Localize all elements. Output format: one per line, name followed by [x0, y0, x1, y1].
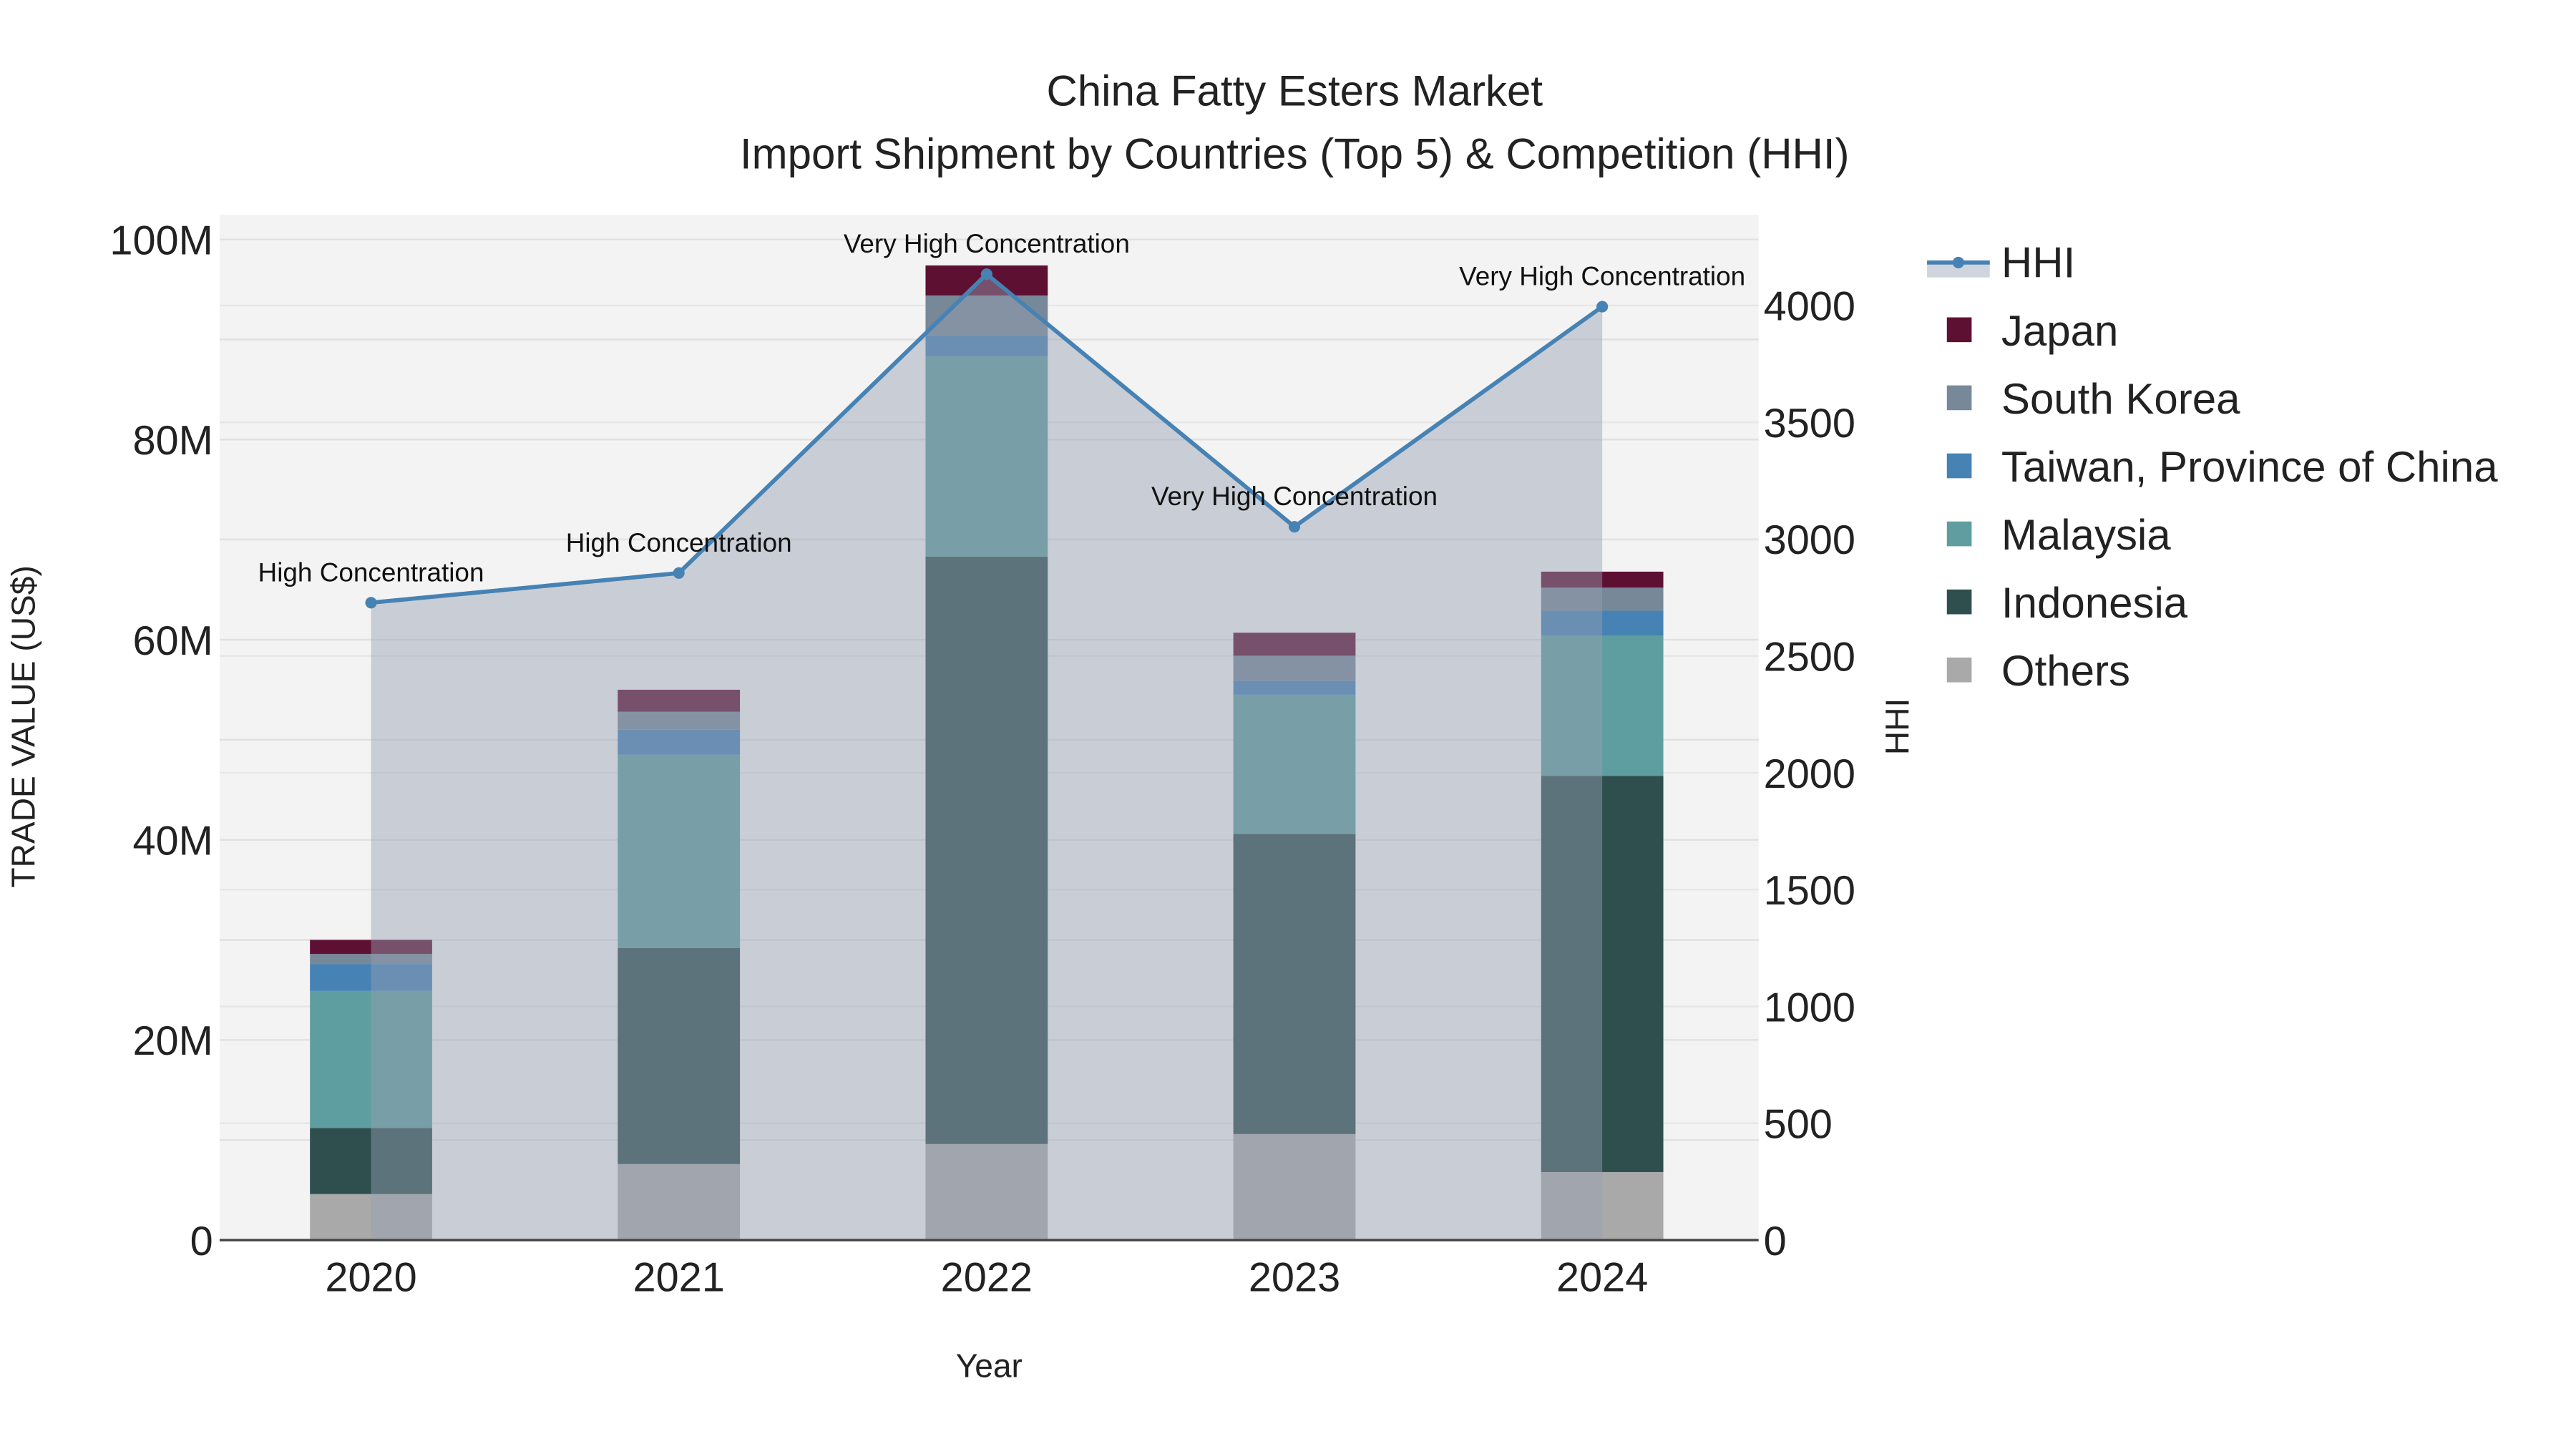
bar-indonesia-2020 — [310, 1128, 432, 1194]
legend-hhi-marker — [1952, 256, 1964, 268]
legend-hhi-area-swatch — [1927, 262, 1990, 278]
bar-others-2020 — [310, 1194, 432, 1241]
y-tick-label: 60M — [132, 618, 213, 664]
legend-label: Japan — [2001, 307, 2118, 355]
bar-taiwan-province-of-china-2020 — [310, 964, 432, 991]
bar-japan-2023 — [1233, 633, 1356, 656]
y-tick-label: 40M — [132, 818, 213, 864]
y2-tick-label: 0 — [1764, 1219, 1787, 1264]
legend: HHI Japan South Korea Taiwan, Province of C… — [1927, 239, 2498, 695]
y2-tick-label: 4000 — [1764, 284, 1855, 330]
bar-taiwan-province-of-china-2022 — [925, 335, 1048, 357]
bar-japan-2021 — [618, 689, 741, 712]
legend-swatch-malaysia — [1946, 521, 1972, 547]
bar-japan-2024 — [1541, 571, 1664, 588]
y-tick-label: 20M — [132, 1018, 213, 1064]
hhi-annotation-2022: Very High Concentration — [844, 229, 1130, 258]
legend-label: Others — [2001, 647, 2130, 695]
hhi-area — [371, 274, 1603, 1241]
chart-title: China Fatty Esters Market — [1046, 67, 1543, 115]
hhi-annotation-2024: Very High Concentration — [1459, 262, 1745, 291]
bar-indonesia-2021 — [618, 947, 741, 1164]
bar-others-2023 — [1233, 1133, 1356, 1241]
bar-malaysia-2024 — [1541, 635, 1664, 776]
legend-swatch-others — [1946, 657, 1972, 683]
legend-swatch-south-korea — [1946, 385, 1972, 411]
legend-label: Malaysia — [2001, 511, 2171, 559]
x-tick-label: 2021 — [633, 1255, 725, 1301]
bar-malaysia-2023 — [1233, 694, 1356, 834]
x-tick-label: 2022 — [941, 1255, 1033, 1301]
y2-tick-label: 500 — [1764, 1102, 1833, 1148]
hhi-annotation-2023: Very High Concentration — [1151, 482, 1438, 511]
bar-japan-2020 — [310, 940, 432, 955]
x-tick-label: 2020 — [325, 1255, 416, 1301]
bar-malaysia-2020 — [310, 990, 432, 1128]
hhi-annotation-2021: High Concentration — [566, 528, 792, 557]
bar-south-korea-2023 — [1233, 655, 1356, 681]
x-axis-label: Year — [956, 1347, 1023, 1385]
bar-indonesia-2022 — [925, 556, 1048, 1144]
hhi-area-fill — [371, 274, 1603, 1241]
legend-swatch-indonesia — [1946, 589, 1972, 615]
y-tick-label: 0 — [190, 1219, 213, 1264]
bar-others-2022 — [925, 1143, 1048, 1241]
y-axis-label: TRADE VALUE (US$) — [4, 565, 42, 887]
y2-tick-label: 1500 — [1764, 868, 1855, 914]
y-tick-label: 100M — [109, 218, 213, 263]
hhi-point-2022 — [980, 268, 992, 280]
hhi-point-2024 — [1596, 301, 1609, 313]
bar-others-2021 — [618, 1163, 741, 1241]
x-tick-label: 2023 — [1249, 1255, 1340, 1301]
legend-label: HHI — [2001, 239, 2075, 287]
legend-swatch-japan — [1946, 317, 1972, 343]
bar-taiwan-province-of-china-2021 — [618, 729, 741, 755]
y2-tick-label: 2000 — [1764, 751, 1855, 797]
bar-south-korea-2024 — [1541, 587, 1664, 611]
bar-others-2024 — [1541, 1171, 1664, 1241]
y2-tick-label: 1000 — [1764, 985, 1855, 1030]
hhi-point-2023 — [1288, 521, 1301, 533]
y2-axis-label: HHI — [1879, 698, 1916, 755]
bar-taiwan-province-of-china-2024 — [1541, 610, 1664, 636]
y2-axis-ticks: 0 500 1000 1500 2000 2500 3000 3500 4000 — [1764, 284, 1855, 1264]
hhi-point-2020 — [365, 597, 377, 609]
y2-tick-label: 3500 — [1764, 401, 1855, 447]
bar-malaysia-2022 — [925, 356, 1048, 557]
bar-malaysia-2021 — [618, 754, 741, 948]
y2-tick-label: 3000 — [1764, 517, 1855, 563]
bar-south-korea-2021 — [618, 711, 741, 730]
bar-indonesia-2024 — [1541, 776, 1664, 1172]
chart-subtitle: Import Shipment by Countries (Top 5) & C… — [740, 130, 1850, 177]
y-axis-ticks: 0 20M 40M 60M 80M 100M — [109, 218, 213, 1264]
y-tick-label: 80M — [132, 418, 213, 464]
hhi-annotation-2020: High Concentration — [258, 557, 484, 587]
y2-tick-label: 2500 — [1764, 635, 1855, 680]
legend-label: Taiwan, Province of China — [2001, 443, 2498, 491]
bar-south-korea-2020 — [310, 954, 432, 965]
hhi-line: High Concentration High Concentration Very… — [258, 229, 1745, 609]
bar-taiwan-province-of-china-2023 — [1233, 680, 1356, 695]
x-axis-ticks: 2020 2021 2022 2023 2024 — [325, 1255, 1648, 1301]
bars — [310, 265, 1664, 1241]
legend-label: South Korea — [2001, 375, 2240, 423]
hhi-point-2021 — [673, 567, 685, 579]
legend-swatch-taiwan-province-of-china — [1946, 453, 1972, 479]
x-tick-label: 2024 — [1556, 1255, 1648, 1301]
legend-label: Indonesia — [2001, 579, 2188, 627]
bar-indonesia-2023 — [1233, 834, 1356, 1134]
